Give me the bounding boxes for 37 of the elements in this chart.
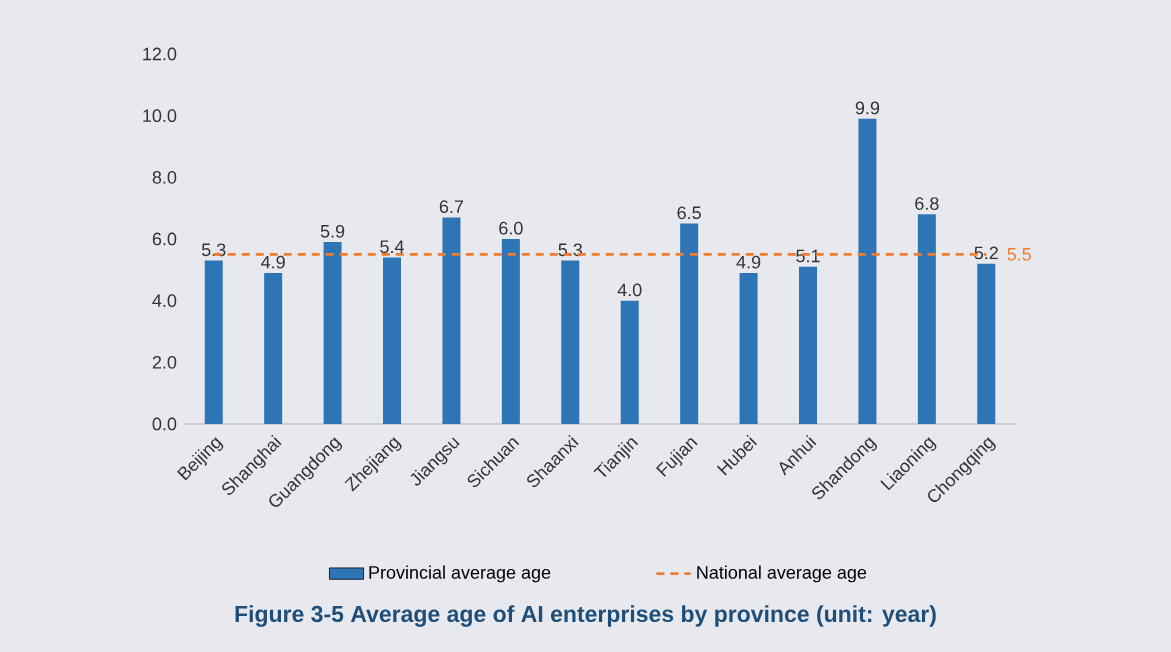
bar bbox=[561, 260, 580, 424]
data-label: 5.2 bbox=[974, 246, 998, 260]
bar bbox=[264, 272, 283, 424]
bar bbox=[858, 118, 877, 424]
y-tick-label: 10.0 bbox=[143, 109, 177, 123]
data-label: 4.9 bbox=[261, 255, 285, 269]
bar bbox=[977, 263, 996, 424]
data-label: 6.8 bbox=[915, 197, 939, 210]
y-tick-label: 0.0 bbox=[152, 417, 177, 431]
y-tick-label: 12.0 bbox=[143, 47, 177, 61]
y-tick-label: 8.0 bbox=[152, 170, 177, 184]
data-label: 5.1 bbox=[796, 249, 820, 263]
bar bbox=[383, 257, 402, 424]
annotation: 5.5 bbox=[1007, 248, 1031, 261]
y-tick-label: 4.0 bbox=[152, 294, 177, 308]
bar bbox=[917, 214, 936, 424]
y-tick-label: 6.0 bbox=[152, 232, 177, 246]
data-label: 5.4 bbox=[380, 240, 404, 254]
y-tick-label: 2.0 bbox=[152, 355, 177, 369]
bar bbox=[620, 300, 639, 424]
bar bbox=[501, 238, 520, 424]
legend-label: Provincial average age bbox=[369, 565, 551, 583]
bar bbox=[739, 272, 758, 424]
data-label: 6.0 bbox=[499, 221, 523, 235]
data-label: 6.5 bbox=[677, 206, 701, 220]
data-label: 5.9 bbox=[320, 224, 345, 238]
data-label: 4.0 bbox=[617, 283, 642, 297]
bar bbox=[323, 242, 342, 424]
data-label: 9.9 bbox=[855, 101, 880, 115]
text: Figure 3-5 Average age of AI enterprises by province (unit: year) bbox=[235, 605, 936, 627]
bar bbox=[799, 266, 817, 424]
bar bbox=[442, 217, 461, 424]
bar bbox=[204, 260, 223, 424]
data-label: 6.7 bbox=[439, 200, 464, 214]
data-label: 4.9 bbox=[736, 255, 761, 269]
bar bbox=[680, 223, 699, 424]
legend-label: National average age bbox=[697, 565, 867, 583]
